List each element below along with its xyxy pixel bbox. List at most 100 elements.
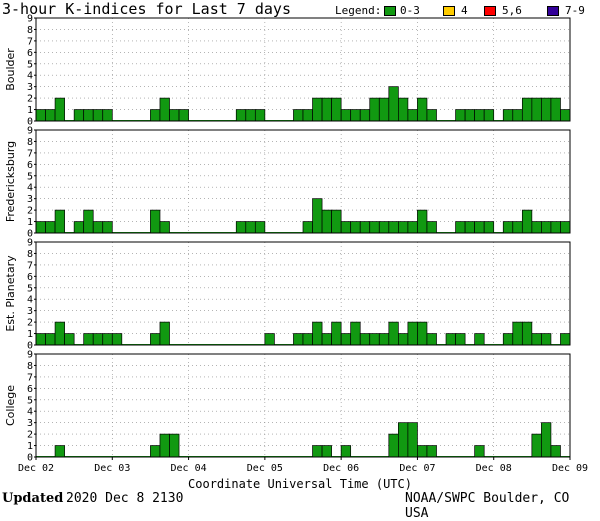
k-index-bar [83, 109, 94, 122]
k-index-bar [92, 109, 104, 122]
k-index-bar [178, 109, 189, 122]
y-tick-label: 1 [27, 105, 33, 116]
k-index-bar [359, 333, 371, 346]
x-tick-label: Dec 06 [323, 463, 359, 474]
k-index-bar [321, 97, 332, 122]
k-index-bar [254, 221, 266, 234]
k-index-bar [426, 221, 437, 234]
y-tick-label: 9 [27, 126, 33, 137]
k-index-bar [321, 333, 332, 346]
x-tick-label: Dec 08 [476, 463, 512, 474]
legend-title: Legend: [335, 4, 382, 17]
k-index-bar [102, 333, 113, 346]
k-index-bar [464, 221, 475, 234]
k-index-bar [235, 221, 247, 234]
k-index-bar [512, 221, 523, 234]
k-index-bar [407, 321, 418, 346]
k-index-bar [531, 333, 542, 346]
y-tick-label: 8 [27, 25, 33, 36]
y-tick-label: 8 [27, 361, 33, 372]
k-index-bar [541, 333, 552, 346]
k-index-bar [369, 97, 380, 122]
k-index-bar [369, 221, 380, 234]
updated-label: Updated [2, 491, 64, 506]
y-tick-label: 3 [27, 306, 33, 317]
k-index-bar [45, 221, 56, 234]
k-index-bar [455, 109, 466, 122]
k-index-bar [417, 321, 428, 346]
panel-background [36, 18, 570, 121]
y-tick-label: 7 [27, 148, 33, 159]
k-index-bar [426, 109, 437, 122]
y-tick-label: 0 [27, 117, 33, 128]
k-index-bar [560, 333, 571, 346]
y-tick-label: 0 [27, 341, 33, 352]
x-axis-label: Coordinate Universal Time (UTC) [188, 477, 412, 491]
k-index-bar [35, 221, 46, 234]
k-index-bar [502, 221, 514, 234]
k-index-bar [83, 333, 94, 346]
y-tick-label: 2 [27, 430, 33, 441]
k-index-bar [245, 221, 256, 234]
k-index-bar [369, 333, 380, 346]
k-index-bar [159, 221, 170, 234]
k-index-bar [512, 109, 523, 122]
k-index-bar [35, 333, 46, 346]
y-tick-label: 2 [27, 318, 33, 329]
y-tick-label: 2 [27, 206, 33, 217]
y-tick-label: 4 [27, 71, 33, 82]
k-index-bar [474, 221, 485, 234]
y-tick-label: 4 [27, 407, 33, 418]
y-tick-label: 6 [27, 160, 33, 171]
k-index-bar [83, 209, 94, 234]
k-index-bar [312, 321, 323, 346]
panel-frame [35, 129, 571, 234]
data-source: NOAA/SWPC Boulder, CO USA [405, 491, 570, 521]
x-tick-label: Dec 09 [552, 463, 588, 474]
k-index-bar [64, 333, 75, 346]
panel-background [36, 242, 570, 345]
k-index-bar [293, 109, 304, 122]
k-index-bar [54, 445, 65, 458]
y-tick-label: 6 [27, 48, 33, 59]
k-index-bar [359, 221, 371, 234]
k-index-chart: 0123456789Boulder0123456789Fredericksbur… [4, 14, 588, 492]
k-index-bar [331, 209, 342, 234]
k-index-bar [73, 221, 85, 234]
k-index-bar [464, 109, 475, 122]
panel-frame [35, 353, 571, 458]
k-index-bar [331, 321, 342, 346]
k-index-bar [512, 321, 523, 346]
k-index-bar [398, 221, 409, 234]
k-index-bar [102, 109, 113, 122]
k-index-bar [73, 109, 85, 122]
k-index-bar [331, 97, 342, 122]
station-label: College [4, 385, 17, 426]
k-index-bar [474, 445, 485, 458]
k-index-bar [340, 333, 352, 346]
k-index-bar [455, 333, 466, 346]
k-index-bar [474, 333, 485, 346]
k-index-bar [502, 333, 514, 346]
k-index-bar [150, 209, 161, 234]
k-index-bar [321, 445, 332, 458]
k-index-bar [388, 221, 399, 234]
y-tick-label: 8 [27, 137, 33, 148]
y-tick-label: 5 [27, 171, 33, 182]
k-index-bar [254, 109, 266, 122]
k-index-bar [312, 97, 323, 122]
y-tick-label: 9 [27, 238, 33, 249]
k-index-bar [407, 109, 418, 122]
k-index-bar [359, 109, 371, 122]
legend-swatch-5-6 [484, 6, 496, 16]
k-index-bar [388, 86, 399, 122]
legend-swatch-4 [443, 6, 455, 16]
y-tick-label: 9 [27, 350, 33, 361]
k-index-bar [521, 209, 533, 234]
k-index-bar [169, 109, 180, 122]
y-tick-label: 7 [27, 260, 33, 271]
k-index-bar [54, 97, 65, 122]
k-index-bar [398, 333, 409, 346]
k-index-bar [417, 445, 428, 458]
k-index-bar [350, 109, 361, 122]
